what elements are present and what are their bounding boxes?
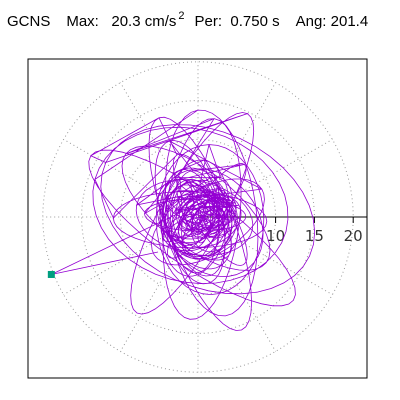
grid-spoke-30 [231, 138, 333, 199]
radial-tick-label-20: 20 [344, 227, 363, 245]
angle-value: 201.4 [330, 13, 369, 30]
chart-header: GCNS Max: 20.3 cm/s 2 Per: 0.750 s Ang: 201.… [7, 10, 369, 30]
station-code: GCNS [7, 13, 51, 30]
grid-spoke-240 [119, 250, 180, 352]
period-value: 0.750 s [230, 13, 280, 30]
grid-spoke-300 [216, 250, 277, 352]
grid-spoke-150 [63, 138, 165, 199]
radial-axis: 10 15 20 [198, 216, 367, 245]
max-label: Max: [66, 13, 99, 30]
radial-tick-label-10: 10 [266, 227, 285, 245]
grid-spoke-60 [216, 82, 277, 184]
motion-trace [51, 109, 316, 331]
max-marker-group [47, 270, 55, 278]
max-unit-exponent: 2 [178, 10, 185, 22]
max-value: 20.3 cm/s [111, 13, 177, 30]
grid-spoke-330 [231, 235, 333, 296]
period-label: Per: [194, 13, 223, 30]
angle-label: Ang: [295, 13, 327, 30]
grid-spoke-120 [119, 82, 180, 184]
grid-spoke-210 [63, 235, 165, 296]
plot-frame [27, 58, 368, 379]
max-marker [47, 270, 55, 278]
trace-path [51, 109, 316, 331]
